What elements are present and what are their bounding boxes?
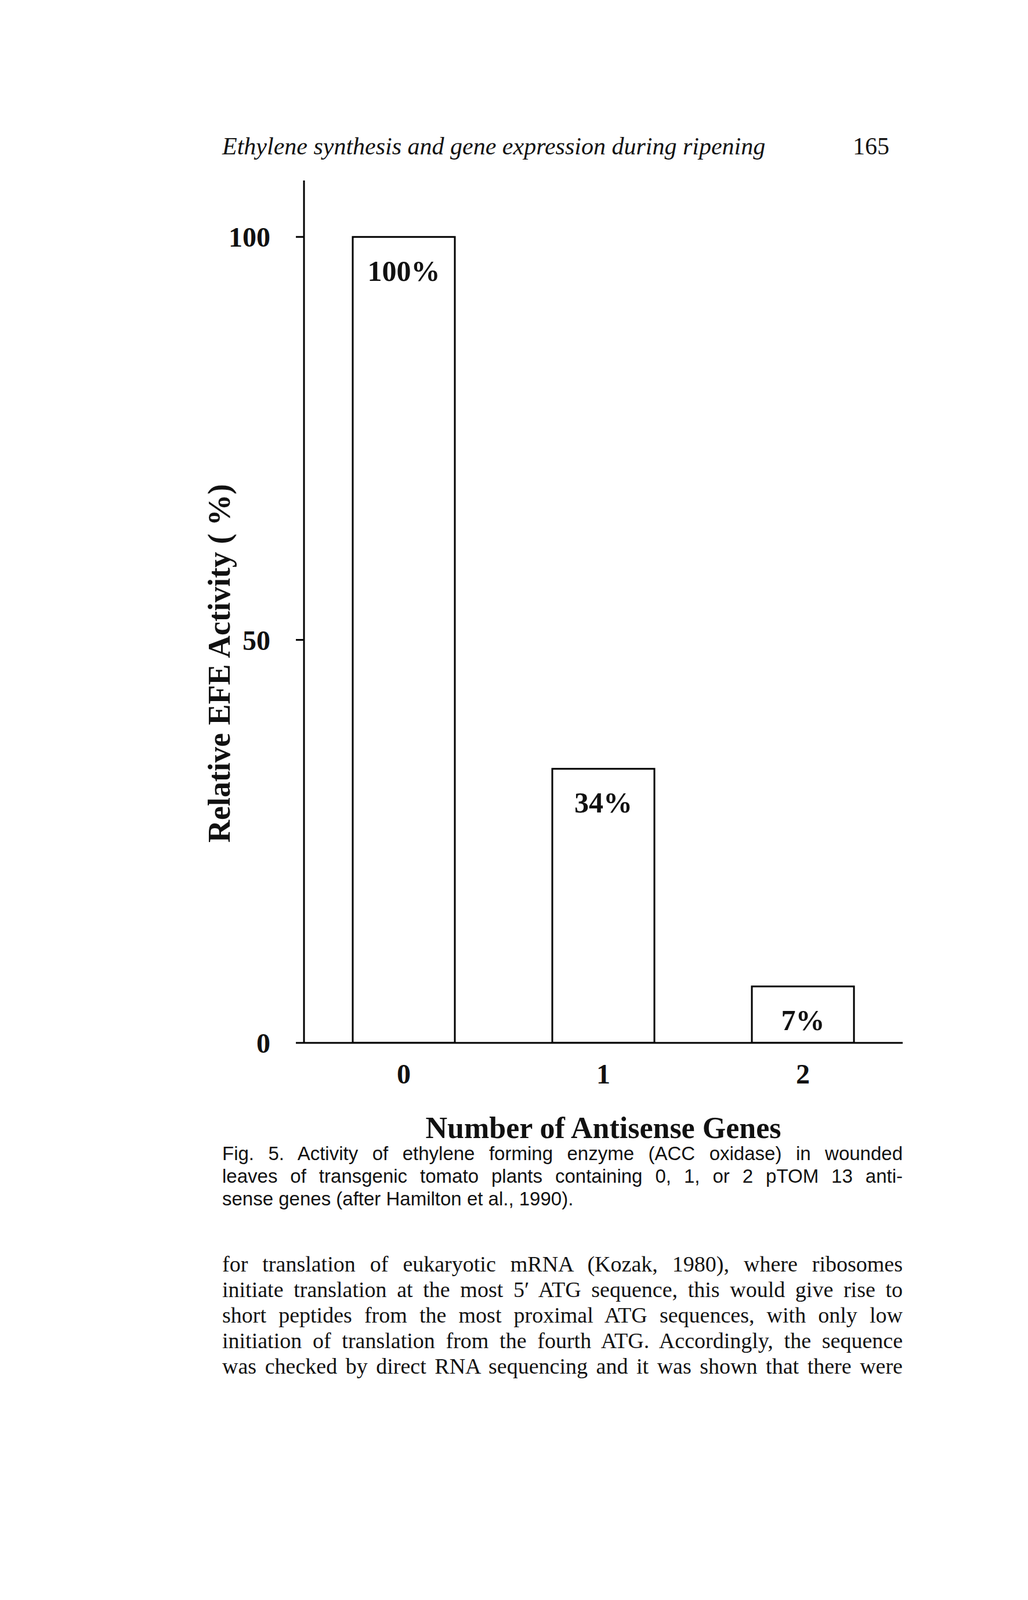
html-text:was checked by direct RNA sequ: was checked by direct RNA sequencing and… — [222, 1353, 903, 1378]
svg-text:2: 2 — [795, 1058, 810, 1089]
html-text:sense genes (after Hamilton et: sense genes (after Hamilton et al., 1990… — [222, 1187, 574, 1210]
svg-text:100: 100 — [228, 221, 271, 253]
svg-text:0: 0 — [256, 1027, 271, 1059]
html-text:Ethylene synthesis and gene ex: Ethylene synthesis and gene expression d… — [222, 132, 766, 160]
svg-text:1: 1 — [596, 1058, 611, 1089]
html-text:Relative EFE Activity ( %): Relative EFE Activity ( %) — [201, 483, 237, 843]
html-text:Fig. 5. Activity of ethylene f: Fig. 5. Activity of ethylene forming enz… — [222, 1142, 903, 1164]
html-text:short peptides from the most p: short peptides from the most proximal AT… — [222, 1302, 903, 1327]
svg-text:0: 0 — [396, 1058, 411, 1089]
svg-text:100%: 100% — [367, 254, 441, 288]
svg-text:34%: 34% — [574, 786, 633, 819]
html-text:Number of Antisense Genes: Number of Antisense Genes — [425, 1110, 782, 1144]
html-text:leaves of transgenic tomato pl: leaves of transgenic tomato plants conta… — [222, 1164, 903, 1187]
html-text:165: 165 — [852, 132, 890, 160]
svg-text:7%: 7% — [781, 1003, 825, 1037]
html-text:for translation of eukaryotic: for translation of eukaryotic mRNA (Koza… — [222, 1251, 903, 1276]
html-text:initiation of translation from: initiation of translation from the fourt… — [222, 1327, 903, 1353]
html-text:initiate translation at the mo: initiate translation at the most 5′ ATG … — [222, 1276, 903, 1302]
svg-text:50: 50 — [242, 624, 271, 656]
